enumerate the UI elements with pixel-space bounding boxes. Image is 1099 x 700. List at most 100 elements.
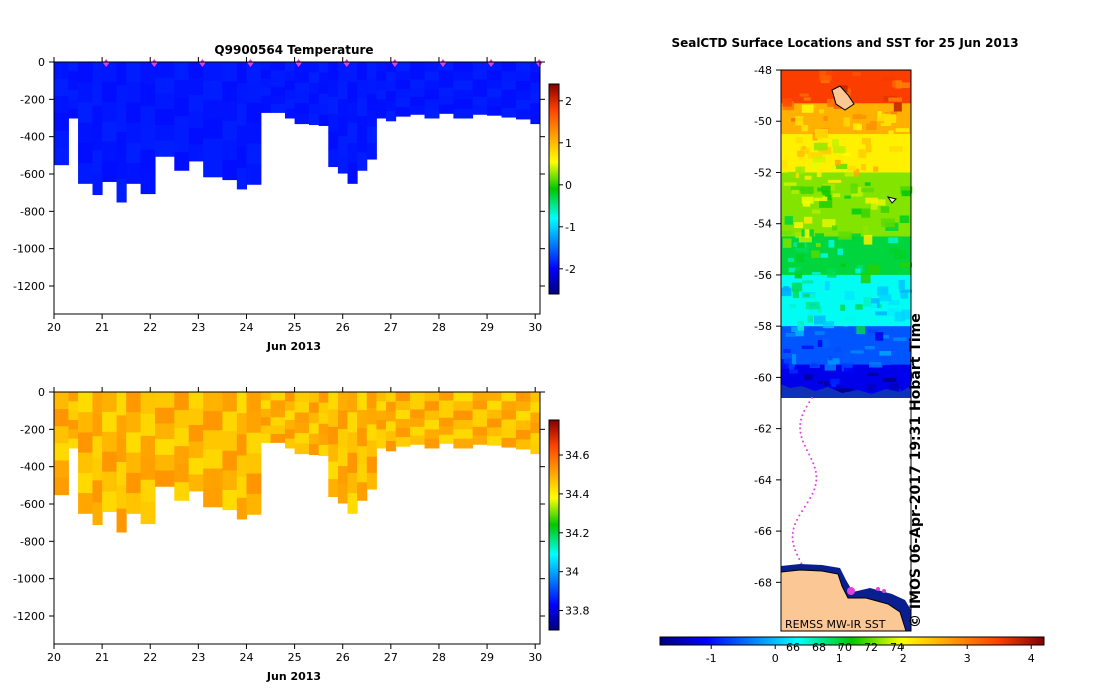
profile-cell (155, 62, 175, 79)
profile-cell (68, 99, 79, 110)
profile-cell (54, 409, 69, 427)
profile-cell (395, 71, 411, 81)
profile-cell (318, 423, 329, 435)
track-point (791, 531, 794, 534)
profile-cell (515, 80, 531, 91)
track-point (794, 523, 797, 526)
profile-cell (347, 432, 358, 454)
sst-patch (900, 290, 909, 299)
sst-patch (880, 206, 890, 213)
sst-patch (873, 166, 879, 172)
lat-tick-label: -64 (754, 474, 772, 487)
profile-cell (92, 84, 103, 107)
profile-cell (203, 81, 223, 101)
profile-cell (236, 146, 247, 169)
profile-cell (472, 409, 488, 419)
sst-patch (880, 122, 892, 126)
profile-cell (410, 79, 426, 89)
profile-cell (472, 418, 488, 428)
lat-tick-label: -48 (754, 64, 772, 77)
sst-patch (804, 175, 812, 180)
profile-cell (102, 121, 118, 143)
profile-cell (386, 101, 397, 112)
profile-cell (347, 452, 358, 474)
profile-cell (424, 90, 440, 100)
temperature-title: Q9900564 Temperature (214, 43, 373, 57)
profile-cell (530, 433, 541, 444)
sst-patch (861, 119, 871, 124)
sst-patch (797, 150, 805, 157)
sst-patch (803, 374, 813, 381)
profile-cell (203, 487, 223, 508)
profile-cell (357, 482, 368, 501)
sst-patch (852, 114, 867, 120)
sst-patch (783, 348, 791, 353)
colorbar-tick-label: 1 (565, 137, 572, 150)
sst-patch (813, 193, 823, 198)
y-tick-label: -1200 (13, 280, 45, 293)
track-point (800, 562, 803, 565)
profile-cell (116, 462, 127, 486)
sst-patch (788, 267, 801, 273)
x-tick-label: 28 (432, 321, 446, 334)
sst-patch (889, 247, 899, 254)
track-point (808, 401, 811, 404)
profile-cell (174, 62, 190, 81)
profile-cell (78, 82, 93, 103)
sst-patch (824, 194, 832, 200)
profile-cell (78, 493, 93, 514)
profile-cell (328, 461, 339, 480)
profile-cell (102, 471, 118, 493)
profile-cell (309, 423, 320, 435)
profile-cell (92, 502, 103, 526)
profile-cell (222, 490, 238, 511)
profile-cell (530, 402, 541, 414)
sst-patch (817, 339, 823, 348)
surface-marker (391, 59, 398, 67)
profile-cell (515, 99, 531, 110)
profile-cell (68, 62, 79, 72)
sst-patch (811, 250, 820, 258)
profile-cell (284, 401, 296, 412)
profile-cell (438, 392, 454, 402)
x-tick-label: 28 (432, 651, 446, 664)
salinity-xlabel: Jun 2013 (266, 670, 321, 683)
profile-cell (203, 62, 223, 82)
profile-cell (92, 128, 103, 151)
profile-cell (376, 410, 387, 421)
profile-cell (54, 443, 69, 461)
profile-cell (68, 420, 79, 430)
track-point (811, 492, 814, 495)
profile-cell (140, 127, 156, 151)
profile-cell (155, 439, 175, 456)
sst-patch (832, 139, 840, 147)
track-point (815, 475, 818, 478)
profile-cell (337, 117, 349, 137)
colorbar-tick-label: 34.4 (565, 488, 590, 501)
profile-cell (424, 71, 440, 82)
sst-patch (861, 187, 874, 193)
profile-cell (126, 392, 142, 413)
track-point (812, 462, 815, 465)
surface-marker (103, 59, 110, 67)
sst-patch (869, 362, 883, 368)
profile-cell (530, 92, 541, 104)
sst-patch (899, 215, 910, 224)
profile-cell (68, 80, 79, 91)
y-tick-label: -800 (20, 535, 45, 548)
profile-cell (453, 80, 474, 91)
profile-cell (246, 82, 262, 104)
profile-cell (78, 122, 93, 144)
profile-cell (284, 62, 296, 72)
profile-cell (140, 62, 156, 85)
profile-cell (395, 419, 411, 429)
sst-patch (834, 347, 842, 352)
sst-patch (801, 196, 814, 204)
sst-patch (824, 364, 836, 371)
sst-patch (812, 156, 826, 163)
profile-cell (126, 102, 142, 124)
surface-marker (343, 59, 350, 67)
track-point (809, 497, 812, 500)
sst-patch (811, 271, 821, 276)
lat-tick-label: -58 (754, 320, 772, 333)
